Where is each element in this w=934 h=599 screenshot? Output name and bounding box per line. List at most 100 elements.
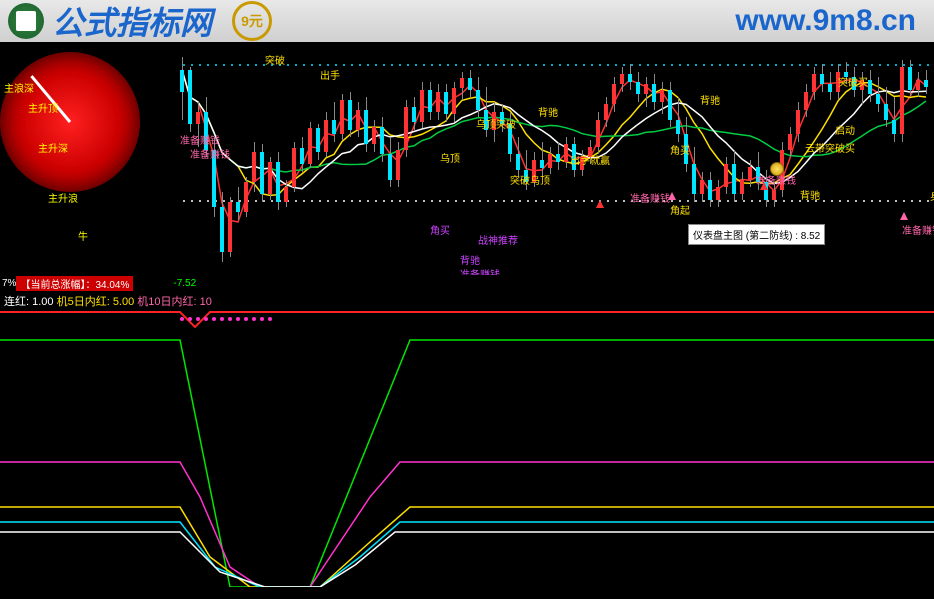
candle <box>444 92 448 114</box>
indicator-line <box>0 532 934 587</box>
gauge-tick-label: 牛 <box>78 228 88 243</box>
indicator-line <box>0 340 934 587</box>
candle <box>188 70 192 124</box>
arrow-up-icon <box>900 212 908 220</box>
chart-annotation: 背驰 <box>700 92 720 107</box>
candle <box>692 164 696 194</box>
chart-annotation: 突破 <box>265 52 285 67</box>
middle-logo-icon: 9元 <box>232 1 272 41</box>
candle <box>724 164 728 187</box>
gauge-face <box>0 52 140 192</box>
candle <box>708 180 712 200</box>
candle <box>340 100 344 134</box>
chart-annotation: 准备赚钱 <box>460 266 500 275</box>
candle <box>652 84 656 102</box>
left-pct: 7% <box>2 278 16 289</box>
candle <box>252 152 256 182</box>
candle <box>476 90 480 110</box>
chart-annotation: 背驰 <box>460 252 480 267</box>
candle <box>332 120 336 134</box>
candle <box>660 90 664 102</box>
candle <box>300 148 304 164</box>
chart-info-tooltip: 仪表盘主图 (第二防线) : 8.52 <box>688 224 825 245</box>
chart-annotation: 乌顶突破 <box>476 116 516 131</box>
candle <box>396 150 400 180</box>
candle <box>460 78 464 88</box>
chart-annotation: 突破乌顶 <box>510 172 550 187</box>
speedometer-gauge: 主浪深主升顶主升深主升浪牛 <box>0 52 140 192</box>
candle <box>644 84 648 94</box>
candle <box>404 107 408 150</box>
candle <box>364 110 368 144</box>
candle <box>372 127 376 144</box>
candle <box>276 162 280 202</box>
candle <box>380 127 384 154</box>
indicator-line <box>0 462 934 587</box>
candle <box>820 74 824 84</box>
candle <box>268 162 272 194</box>
candle <box>428 90 432 112</box>
indicator-line <box>0 312 934 327</box>
candle <box>284 187 288 202</box>
candle <box>228 202 232 252</box>
gauge-tick-label: 主升浪 <box>48 190 78 205</box>
chart-annotation: 出手 <box>320 67 340 82</box>
candle <box>636 82 640 94</box>
candle <box>772 190 776 200</box>
candle <box>452 88 456 114</box>
chart-annotation: 突破买 <box>838 74 868 89</box>
site-title: 公式指标网 <box>52 0 212 44</box>
indicator-lines <box>0 307 934 587</box>
gauge-tick-label: 主浪深 <box>4 80 34 95</box>
arrow-up-icon <box>760 182 768 190</box>
chart-annotation: 准备赚钱 <box>190 146 230 161</box>
lower-indicator-chart <box>0 307 934 587</box>
chart-annotation: 准备赚钱 <box>180 132 220 147</box>
candle <box>220 207 224 252</box>
chart-annotation: 乌顶 <box>440 150 460 165</box>
chart-annotation: 角起 <box>670 202 690 217</box>
arrow-up-icon <box>596 200 604 208</box>
candle <box>420 90 424 122</box>
candle <box>916 80 920 90</box>
candle <box>564 144 568 162</box>
candle <box>924 80 928 87</box>
price-low: -7.52 <box>173 278 196 289</box>
candle <box>436 92 440 112</box>
indicator-header: 连红: 1.00 机5日内红: 5.00 机10日内红: 10 <box>0 291 934 307</box>
total-gain-label: 【当前总涨幅】：34.04% <box>16 276 133 291</box>
candle <box>292 148 296 187</box>
candle <box>316 128 320 152</box>
chart-annotation: 启动 <box>835 122 855 137</box>
indicator-line <box>0 507 934 587</box>
chart-annotation: 云带突破买 <box>805 140 855 155</box>
candle <box>324 120 328 152</box>
candle <box>740 180 744 194</box>
candle <box>516 154 520 170</box>
candle <box>388 154 392 180</box>
candle <box>796 110 800 134</box>
candle <box>892 120 896 134</box>
candle <box>180 70 184 92</box>
candle <box>804 92 808 110</box>
chart-annotation: 战神推荐 <box>478 232 518 247</box>
candle <box>236 202 240 212</box>
candle-area: 突破出手准备赚钱准备赚钱乌顶乌顶突破突破乌顶背驰出手就赢角买角起背驰准备赚钱准备… <box>180 42 934 275</box>
gauge-tick-label: 主升顶 <box>28 100 58 115</box>
chart-annotation: 出手就赢 <box>570 152 610 167</box>
chart-annotation: 身买 <box>930 188 934 203</box>
candle <box>620 74 624 84</box>
arrow-up-icon <box>668 192 676 200</box>
candle <box>868 80 872 94</box>
candle <box>540 160 544 168</box>
candle <box>308 128 312 164</box>
chart-annotation: 准备赚钱 <box>630 190 670 205</box>
chart-annotation: 准备赚钱 <box>902 222 934 237</box>
main-candlestick-chart: 主浪深主升顶主升深主升浪牛 突破出手准备赚钱准备赚钱乌顶乌顶突破突破乌顶背驰出手… <box>0 42 934 275</box>
candle <box>812 74 816 92</box>
site-url: www.9m8.cn <box>735 4 916 38</box>
candle <box>788 134 792 150</box>
candle <box>468 78 472 90</box>
candle <box>596 120 600 147</box>
chart-annotation: 角买 <box>670 142 690 157</box>
